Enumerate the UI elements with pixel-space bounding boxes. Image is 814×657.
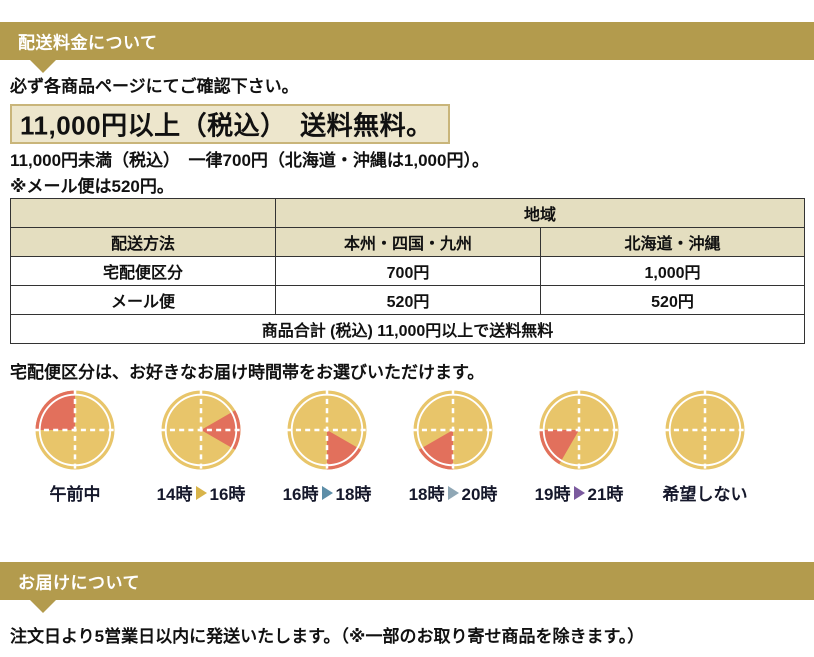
time-slot-label: 16時 18時: [264, 480, 390, 505]
time-slot-start: 19時: [534, 485, 571, 504]
table-header-region-honshu: 本州・四国・九州: [275, 227, 541, 257]
clock-pie-icon: [285, 388, 369, 472]
shipping-section-title: 配送料金について: [18, 33, 158, 53]
time-slot-start: 18時: [408, 485, 445, 504]
table-row: 宅配便区分 700円 1,000円: [10, 256, 806, 286]
clock-pie-icon: [411, 388, 495, 472]
time-slot-end: 21時: [587, 485, 624, 504]
delivery-header-notch-icon: [30, 600, 56, 613]
time-slot-end: 16時: [209, 485, 246, 504]
time-slot-label: 14時 16時: [138, 480, 264, 505]
shipping-header-notch-icon: [30, 60, 56, 73]
shipping-fee-table: 地域 配送方法 本州・四国・九州 北海道・沖縄 宅配便区分 700円 1,000…: [9, 198, 806, 344]
time-slot-end: 18時: [335, 485, 372, 504]
time-slot-label: 18時 20時: [390, 480, 516, 505]
time-slot-start: 14時: [156, 485, 193, 504]
table-cell-blank: [10, 198, 276, 228]
arrow-right-icon: [573, 485, 585, 500]
free-shipping-highlight-text: 11,000円以上（税込） 送料無料。: [20, 110, 433, 141]
time-slot-option[interactable]: 14時 16時: [138, 388, 264, 505]
delivery-section-header: お届けについて: [0, 562, 814, 600]
time-slot-option[interactable]: 午前中: [12, 388, 138, 505]
time-slot-option[interactable]: 19時 21時: [516, 388, 642, 505]
time-slot-label: 19時 21時: [516, 480, 642, 505]
time-slot-option[interactable]: 16時 18時: [264, 388, 390, 505]
delivery-section-title: お届けについて: [18, 573, 140, 593]
table-cell-fee: 520円: [539, 285, 806, 315]
table-cell-method: メール便: [10, 285, 276, 315]
shipping-note-line: 必ず各商品ページにてご確認下さい。: [10, 77, 299, 96]
table-header-region: 地域: [274, 198, 806, 228]
free-shipping-highlight: 11,000円以上（税込） 送料無料。: [10, 104, 450, 144]
shipping-section-header: 配送料金について: [0, 22, 814, 60]
time-slot-list: 午前中 14時 16時 16時 18時 18時 20時 19時 21時 希望しない: [0, 388, 814, 513]
time-slot-end: 20時: [461, 485, 498, 504]
time-slots-intro: 宅配便区分は、お好きなお届け時間帯をお選びいただけます。: [10, 363, 485, 382]
time-slot-start: 16時: [282, 485, 319, 504]
arrow-right-icon: [195, 485, 207, 500]
time-slot-option[interactable]: 18時 20時: [390, 388, 516, 505]
table-cell-method: 宅配便区分: [10, 256, 276, 286]
time-slot-start: 希望しない: [662, 485, 748, 504]
table-footer-note: 商品合計 (税込) 11,000円以上で送料無料: [9, 314, 806, 344]
table-cell-fee: 700円: [275, 256, 541, 286]
table-row: 商品合計 (税込) 11,000円以上で送料無料: [9, 314, 806, 344]
shipping-sub-line-2: ※メール便は520円。: [10, 177, 174, 196]
table-cell-fee: 520円: [275, 285, 541, 315]
table-row: 地域: [10, 198, 806, 228]
table-header-region-hokkaido: 北海道・沖縄: [539, 227, 806, 257]
time-slot-option[interactable]: 希望しない: [642, 388, 768, 505]
clock-pie-icon: [663, 388, 747, 472]
clock-pie-icon: [159, 388, 243, 472]
table-row: メール便 520円 520円: [10, 285, 806, 315]
clock-pie-icon: [33, 388, 117, 472]
time-slot-start: 午前中: [49, 485, 101, 504]
arrow-right-icon: [321, 485, 333, 500]
time-slot-label: 希望しない: [642, 480, 768, 505]
arrow-right-icon: [447, 485, 459, 500]
time-slot-label: 午前中: [12, 480, 138, 505]
clock-pie-icon: [537, 388, 621, 472]
delivery-body-line: 注文日より5営業日以内に発送いたします。（※一部のお取り寄せ商品を除きます。）: [10, 627, 645, 646]
table-cell-fee: 1,000円: [539, 256, 806, 286]
table-header-method: 配送方法: [10, 227, 276, 257]
table-row: 配送方法 本州・四国・九州 北海道・沖縄: [10, 227, 806, 257]
shipping-sub-line-1: 11,000円未満（税込） 一律700円（北海道・沖縄は1,000円）。: [10, 151, 489, 170]
